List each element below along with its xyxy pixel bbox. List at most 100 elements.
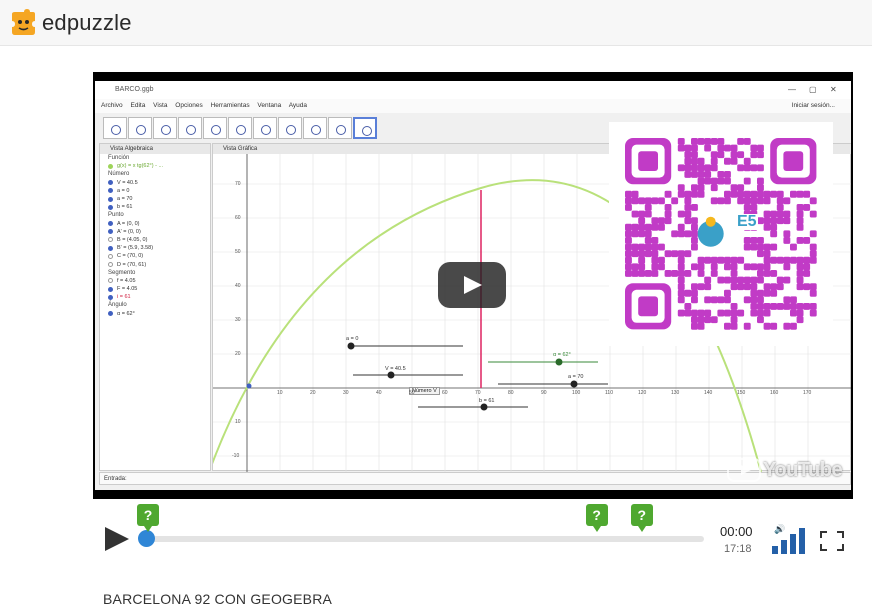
fullscreen-icon[interactable] xyxy=(820,531,844,551)
youtube-logo-icon xyxy=(727,458,761,482)
qr-module xyxy=(658,197,665,205)
qr-module xyxy=(704,276,712,284)
question-marker[interactable]: ? xyxy=(585,504,608,532)
qr-module xyxy=(697,316,705,324)
qr-module xyxy=(677,289,685,297)
qr-module xyxy=(796,283,804,291)
qr-module xyxy=(783,197,791,205)
edpuzzle-logo[interactable]: edpuzzle xyxy=(10,9,132,37)
qr-module xyxy=(763,197,771,205)
qr-module xyxy=(697,283,705,291)
progress-knob[interactable] xyxy=(138,530,155,547)
volume-bars[interactable] xyxy=(772,528,806,554)
question-marker[interactable]: ? xyxy=(137,504,159,532)
qr-module xyxy=(757,243,764,251)
top-bar: edpuzzle xyxy=(0,0,872,46)
qr-module xyxy=(730,309,738,317)
qr-module xyxy=(704,309,712,317)
qr-module xyxy=(737,256,745,264)
qr-module xyxy=(763,256,771,264)
qr-module xyxy=(763,283,771,291)
qr-module xyxy=(651,237,659,244)
menu-archivo: Archivo xyxy=(101,102,123,109)
qr-module xyxy=(658,256,665,264)
qr-module xyxy=(664,190,672,198)
qr-module xyxy=(697,322,705,330)
youtube-watermark[interactable]: YouTube xyxy=(727,458,843,482)
qr-module xyxy=(644,204,652,211)
qr-module xyxy=(757,316,764,324)
qr-module xyxy=(625,190,632,198)
qr-module xyxy=(743,190,751,198)
y-tick: 30 xyxy=(235,317,241,323)
question-marker[interactable]: ? xyxy=(630,504,653,532)
qr-module xyxy=(796,256,804,264)
input-bar[interactable]: Entrada: xyxy=(99,472,851,485)
qr-module xyxy=(691,237,698,244)
x-tick: 170 xyxy=(803,390,812,396)
qr-module xyxy=(717,309,725,317)
window-title-text: BARCO.ggb xyxy=(115,86,154,93)
punto-item: B = (4.05, 0) xyxy=(117,236,148,243)
close-icon: ✕ xyxy=(830,85,837,94)
qr-module xyxy=(757,270,764,277)
tool-polygon-icon xyxy=(203,117,227,139)
qr-module xyxy=(757,289,764,297)
qr-module xyxy=(651,223,659,231)
qr-module xyxy=(644,230,652,238)
speaker-icon[interactable]: 🔊 xyxy=(774,524,786,534)
qr-module xyxy=(625,230,632,238)
qr-code-icon xyxy=(625,138,817,330)
qr-module xyxy=(638,151,658,171)
qr-module xyxy=(796,237,804,244)
qr-module xyxy=(763,223,771,231)
qr-module xyxy=(790,243,797,251)
x-tick: 30 xyxy=(343,390,349,396)
qr-module xyxy=(691,184,698,192)
maximize-icon: ▢ xyxy=(809,85,817,94)
qr-module xyxy=(770,270,778,277)
slider-label: V = 40.5 xyxy=(385,366,406,372)
qr-module xyxy=(796,263,804,271)
qr-module xyxy=(691,322,698,330)
qr-module xyxy=(717,138,725,145)
qr-module xyxy=(724,289,731,297)
segmento-item: i = 61 xyxy=(117,294,131,301)
qr-module xyxy=(730,157,738,165)
qr-module xyxy=(757,296,764,304)
qr-module xyxy=(737,197,745,205)
slider-label: a = 70 xyxy=(568,374,584,380)
qr-module xyxy=(710,296,718,304)
qr-module xyxy=(638,210,646,218)
qr-module xyxy=(796,223,804,231)
qr-module xyxy=(770,303,778,310)
qr-module xyxy=(671,197,679,205)
qr-module xyxy=(710,157,718,165)
big-play-button[interactable] xyxy=(438,262,506,308)
video-player[interactable]: BARCO.ggb — ▢ ✕ Archivo Edita Vista Opci… xyxy=(93,72,853,499)
y-tick: 40 xyxy=(235,283,241,289)
qr-module xyxy=(790,256,797,264)
qr-module xyxy=(625,256,632,264)
x-tick: 150 xyxy=(737,390,746,396)
qr-module xyxy=(631,230,639,238)
qr-module xyxy=(750,197,758,205)
qr-module xyxy=(757,303,764,310)
qr-module xyxy=(625,243,632,251)
qr-module xyxy=(625,250,632,258)
qr-module xyxy=(757,237,764,244)
x-tick: 130 xyxy=(671,390,680,396)
qr-module xyxy=(651,243,659,251)
qr-module xyxy=(697,190,705,198)
qr-module xyxy=(691,151,698,159)
qr-module xyxy=(724,177,731,185)
qr-module xyxy=(743,177,751,185)
y-tick: 10 xyxy=(235,419,241,425)
qr-module xyxy=(717,296,725,304)
progress-track[interactable] xyxy=(148,536,704,542)
play-icon[interactable] xyxy=(105,527,129,551)
qr-module xyxy=(631,270,639,277)
qr-module xyxy=(691,190,698,198)
qr-module xyxy=(737,151,745,159)
qr-module xyxy=(651,217,659,225)
